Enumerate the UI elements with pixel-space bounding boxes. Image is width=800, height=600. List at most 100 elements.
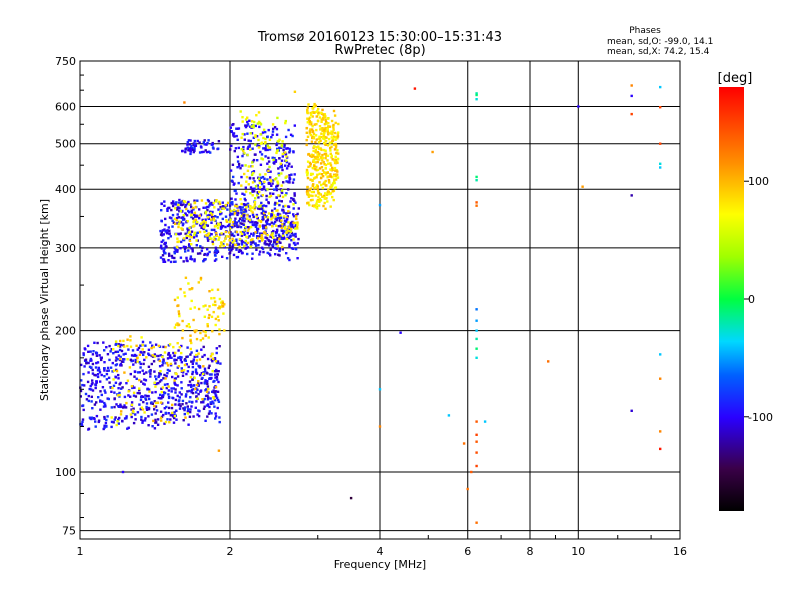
data-point [331, 139, 335, 142]
data-point [271, 182, 274, 185]
data-point [195, 395, 198, 398]
data-point [295, 217, 298, 221]
data-point [272, 229, 275, 233]
data-point [323, 152, 326, 156]
data-point [170, 201, 173, 205]
data-point [129, 335, 132, 338]
data-point [142, 400, 145, 404]
data-point [240, 214, 243, 218]
data-point [103, 403, 107, 406]
data-point [234, 198, 237, 201]
data-point [248, 218, 252, 222]
data-point [212, 402, 215, 405]
data-point [266, 188, 269, 191]
data-point [475, 356, 478, 359]
data-point [229, 169, 233, 172]
data-point [143, 378, 146, 381]
data-point [200, 249, 203, 252]
data-point [282, 148, 285, 152]
data-point [256, 159, 259, 162]
data-point [160, 401, 163, 404]
data-point [284, 135, 288, 139]
data-point [206, 252, 210, 255]
data-point [215, 375, 219, 379]
data-point [202, 407, 206, 410]
data-point [240, 234, 244, 237]
data-point [163, 383, 167, 386]
data-point [275, 177, 278, 180]
data-point [261, 158, 265, 161]
data-point [206, 394, 209, 397]
data-point [126, 379, 130, 382]
data-point [285, 175, 288, 178]
data-point [325, 154, 328, 157]
data-point [462, 442, 466, 445]
data-point [242, 149, 245, 153]
data-point [159, 229, 162, 233]
data-point [349, 496, 353, 500]
data-point [152, 419, 155, 423]
data-point [332, 198, 335, 202]
data-point [254, 221, 258, 224]
data-point [229, 201, 232, 205]
data-point [267, 128, 270, 132]
data-point [146, 406, 150, 410]
data-point [273, 162, 276, 165]
data-point [236, 138, 239, 141]
data-point [307, 195, 311, 198]
data-point [182, 245, 186, 248]
data-point [247, 139, 250, 142]
data-point [171, 415, 175, 418]
data-point [114, 416, 117, 419]
data-point [143, 411, 146, 414]
data-point [198, 224, 202, 227]
data-point [334, 142, 337, 146]
data-point [332, 174, 336, 178]
data-point [286, 215, 289, 218]
data-point [210, 237, 213, 240]
data-point [273, 156, 276, 160]
data-point [123, 371, 126, 374]
data-point [243, 197, 246, 201]
data-point [206, 323, 209, 326]
data-point [280, 190, 283, 194]
data-point [122, 353, 125, 356]
data-point [84, 392, 88, 396]
data-point [206, 248, 209, 251]
data-point [184, 232, 187, 235]
data-point [312, 167, 316, 170]
data-point [202, 206, 205, 209]
x-tick-label: 2 [227, 545, 234, 558]
data-point [181, 210, 184, 213]
data-point [285, 160, 289, 164]
data-point [331, 137, 335, 140]
data-point [255, 227, 259, 231]
data-point [276, 213, 279, 216]
data-point [119, 381, 122, 385]
data-point [103, 349, 106, 352]
data-point [289, 224, 292, 227]
data-point [235, 230, 239, 234]
data-point [294, 227, 297, 230]
data-point [316, 185, 319, 188]
data-point [276, 141, 279, 145]
data-point [187, 423, 190, 426]
data-point [153, 400, 156, 403]
data-point [314, 194, 317, 197]
data-point [143, 358, 146, 362]
data-point [110, 420, 114, 424]
data-point [154, 412, 157, 415]
data-point [160, 240, 163, 244]
data-point [217, 238, 220, 241]
data-point [173, 377, 177, 380]
data-point [336, 157, 340, 161]
data-point [284, 227, 287, 230]
data-point [166, 357, 170, 360]
data-point [216, 406, 219, 410]
data-point [145, 402, 149, 405]
data-point [191, 370, 194, 374]
data-point [188, 235, 191, 238]
data-point [167, 226, 170, 229]
data-point [262, 128, 266, 131]
data-point [283, 145, 286, 149]
